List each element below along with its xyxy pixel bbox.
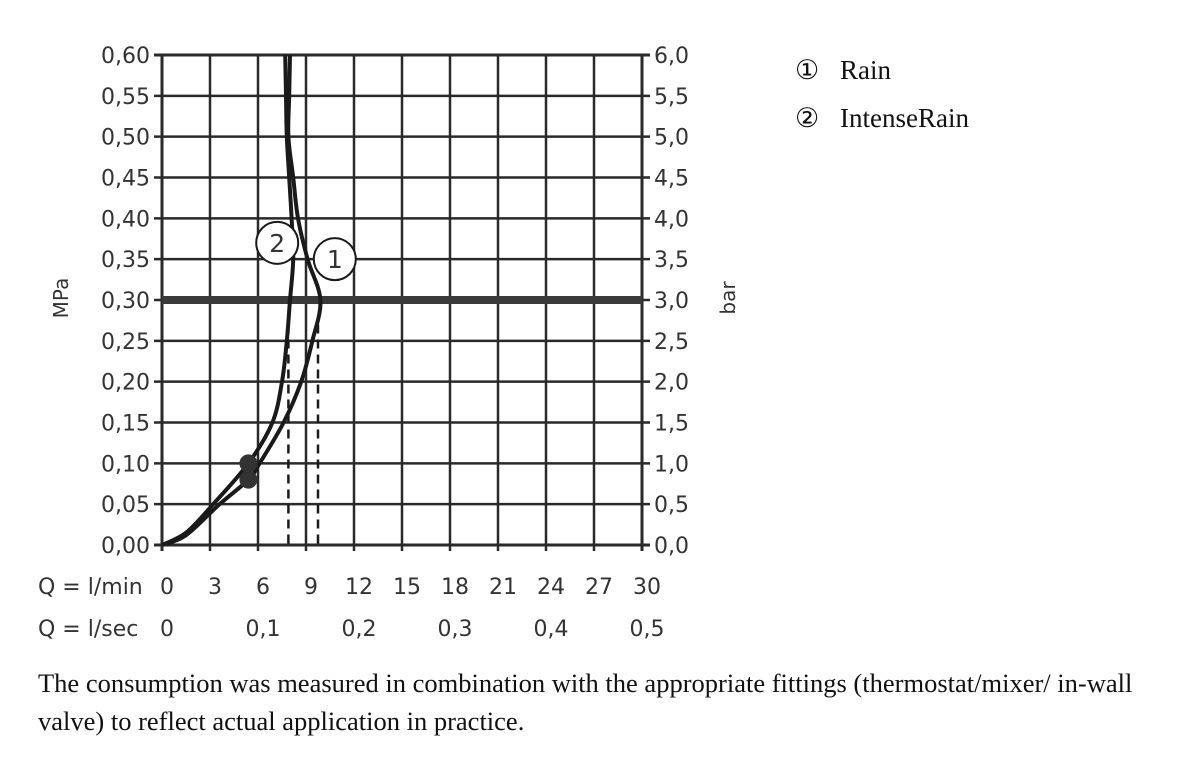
x-tick: 6: [256, 575, 270, 600]
grid: [154, 53, 650, 551]
series-marker-circle: [312, 237, 357, 282]
x-axis-label-row: Q = l/sec: [38, 617, 138, 642]
y-tick-left: 0,30: [101, 289, 150, 314]
y-tick-right: 4,0: [654, 207, 689, 232]
y-tick-right: 2,0: [654, 371, 689, 396]
x-tick: 0: [160, 575, 174, 600]
x-tick: 0,5: [630, 617, 665, 642]
series-marker-circle: [255, 220, 300, 265]
y-tick-left: 0,10: [101, 452, 150, 477]
y-tick-left: 0,25: [101, 330, 150, 355]
x-tick: 12: [345, 575, 373, 600]
data-dot: [239, 454, 258, 473]
x-tick: 0,2: [342, 617, 377, 642]
series-marker-label: 2: [269, 229, 285, 258]
caption: The consumption was measured in combinat…: [38, 668, 1133, 736]
y-tick-right: 1,0: [654, 452, 689, 477]
y-tick-left: 0,00: [101, 534, 150, 559]
x-tick: 15: [393, 575, 421, 600]
y-tick-right: 5,0: [654, 126, 689, 151]
y-tick-left: 0,60: [101, 44, 150, 69]
series-lines: 12: [161, 54, 357, 547]
series-line-rain: [161, 54, 323, 547]
data-dot: [239, 470, 258, 489]
y-tick-right: 2,5: [654, 330, 689, 355]
legend: ① Rain ② IntenseRain: [795, 55, 969, 133]
legend-text-intenserain: IntenseRain: [840, 103, 969, 133]
x-tick: 30: [633, 575, 661, 600]
y-tick-right: 0,0: [654, 534, 689, 559]
series-line-intenserain: [161, 54, 296, 547]
x-tick: 0,1: [246, 617, 281, 642]
x-tick: 0,4: [534, 617, 569, 642]
y-tick-left: 0,55: [101, 85, 150, 110]
x-tick: 27: [585, 575, 613, 600]
y-axis-label-right: bar: [716, 281, 740, 315]
y-tick-right: 5,5: [654, 85, 689, 110]
x-tick: 24: [537, 575, 565, 600]
y-tick-right: 0,5: [654, 493, 689, 518]
y-tick-left: 0,15: [101, 412, 150, 437]
y-tick-right: 1,5: [654, 412, 689, 437]
y-axis-label-left: MPa: [49, 278, 73, 319]
tick-labels: 0,00 0,00,05 0,50,10 1,00,15 1,50,20 2,00,25 2…: [38, 44, 689, 642]
x-tick: 0,3: [438, 617, 473, 642]
x-tick: 9: [304, 575, 318, 600]
y-tick-left: 0,50: [101, 126, 150, 151]
legend-symbol-2: ②: [795, 103, 819, 133]
y-tick-right: 4,5: [654, 167, 689, 192]
legend-symbol-1: ①: [795, 55, 819, 85]
y-tick-left: 0,45: [101, 167, 150, 192]
y-tick-right: 3,5: [654, 248, 689, 273]
y-tick-left: 0,20: [101, 371, 150, 396]
series-marker-label: 1: [327, 245, 343, 274]
y-tick-left: 0,40: [101, 207, 150, 232]
x-tick: 3: [208, 575, 222, 600]
x-tick: 18: [441, 575, 469, 600]
y-tick-right: 3,0: [654, 289, 689, 314]
y-tick-left: 0,35: [101, 248, 150, 273]
x-tick: 21: [489, 575, 517, 600]
y-tick-right: 6,0: [654, 44, 689, 69]
y-tick-left: 0,05: [101, 493, 150, 518]
x-axis-label-row: Q = l/min: [38, 575, 143, 600]
legend-text-rain: Rain: [840, 55, 891, 85]
x-tick: 0: [160, 617, 174, 642]
